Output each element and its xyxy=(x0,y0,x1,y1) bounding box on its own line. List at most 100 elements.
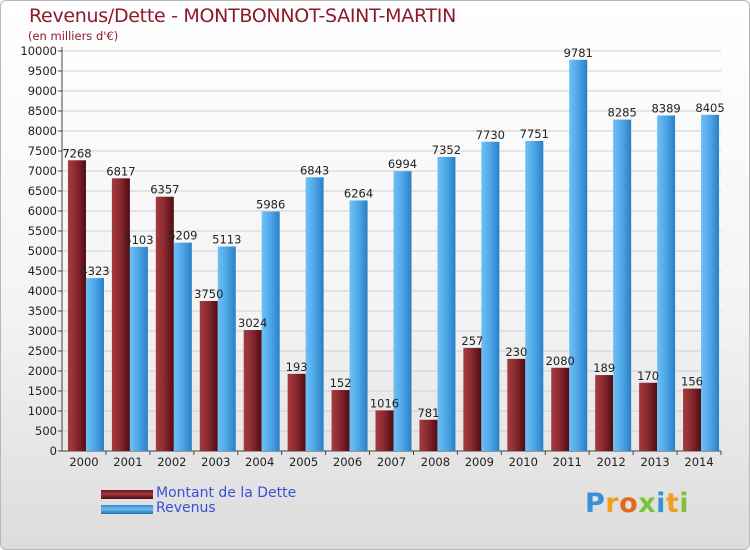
x-tick-label: 2009 xyxy=(465,455,494,469)
x-tick-label: 2002 xyxy=(157,455,186,469)
chart-title: Revenus/Dette - MONTBONNOT-SAINT-MARTIN xyxy=(29,5,456,27)
data-label-dette: 6357 xyxy=(150,183,179,197)
data-label-dette: 7268 xyxy=(62,146,91,160)
bar-dette xyxy=(551,367,570,451)
data-label-revenus: 6264 xyxy=(344,186,373,200)
bar-dette xyxy=(375,410,394,451)
bar-revenus xyxy=(657,115,676,451)
y-tick-label: 8500 xyxy=(28,104,57,118)
legend-label-revenus: Revenus xyxy=(156,500,216,516)
y-tick-label: 8000 xyxy=(28,124,57,138)
data-label-revenus: 5986 xyxy=(256,198,285,212)
x-tick-label: 2003 xyxy=(201,455,230,469)
bar-dette xyxy=(507,358,526,451)
bar-revenus xyxy=(129,246,148,451)
x-tick-label: 2011 xyxy=(553,455,582,469)
x-tick-label: 2008 xyxy=(421,455,450,469)
bar-revenus xyxy=(305,177,324,451)
bar-dette xyxy=(639,382,658,451)
data-label-revenus: 5113 xyxy=(212,232,241,246)
data-label-dette: 2080 xyxy=(546,354,575,368)
proxiti-logo: Proxiti xyxy=(585,488,689,519)
y-tick-label: 5500 xyxy=(28,224,57,238)
bar-revenus xyxy=(173,242,192,451)
x-tick-label: 2001 xyxy=(113,455,142,469)
data-label-revenus: 5103 xyxy=(124,233,153,247)
bar-dette xyxy=(243,330,262,451)
bar-revenus xyxy=(393,171,412,452)
bar-dette xyxy=(463,347,482,451)
bar-revenus xyxy=(349,200,368,451)
logo-letter: i xyxy=(679,488,690,519)
y-tick-label: 2000 xyxy=(28,364,57,378)
data-label-revenus: 9781 xyxy=(564,46,593,60)
data-label-dette: 230 xyxy=(505,345,527,359)
y-tick-label: 6500 xyxy=(28,184,57,198)
bar-dette xyxy=(287,373,306,451)
chart-subtitle: (en milliers d'€) xyxy=(28,29,119,43)
data-label-dette: 1016 xyxy=(370,396,399,410)
bar-revenus xyxy=(701,114,720,452)
bar-dette xyxy=(683,388,702,451)
data-label-revenus: 8389 xyxy=(651,101,680,115)
y-tick-label: 9000 xyxy=(28,84,57,98)
y-tick-label: 0 xyxy=(50,444,57,458)
x-tick-label: 2013 xyxy=(640,455,669,469)
y-tick-label: 4000 xyxy=(28,284,57,298)
data-label-dette: 156 xyxy=(681,375,703,389)
data-label-revenus: 8405 xyxy=(695,101,724,115)
logo-letter: x xyxy=(638,488,657,519)
bar-revenus xyxy=(217,246,236,451)
y-tick-label: 10000 xyxy=(20,44,57,58)
y-tick-label: 1000 xyxy=(28,404,57,418)
y-tick-label: 1500 xyxy=(28,384,57,398)
y-tick-label: 6000 xyxy=(28,204,57,218)
y-tick-label: 7000 xyxy=(28,164,57,178)
data-label-dette: 781 xyxy=(417,406,439,420)
data-label-revenus: 5209 xyxy=(168,229,197,243)
y-tick-label: 7500 xyxy=(28,144,57,158)
y-tick-label: 9500 xyxy=(28,64,57,78)
legend-swatch-dette xyxy=(101,490,153,499)
bar-dette xyxy=(155,196,174,451)
bar-revenus xyxy=(569,59,588,451)
logo-letter: i xyxy=(656,488,666,519)
bar-dette xyxy=(199,301,218,451)
y-tick-label: 3500 xyxy=(28,304,57,318)
y-tick-label: 500 xyxy=(35,424,57,438)
data-label-revenus: 8285 xyxy=(608,106,637,120)
data-label-revenus: 6843 xyxy=(300,163,329,177)
data-label-dette: 257 xyxy=(461,334,483,348)
data-label-revenus: 7730 xyxy=(476,128,505,142)
data-label-revenus: 7352 xyxy=(432,143,461,157)
y-tick-label: 2500 xyxy=(28,344,57,358)
bar-revenus xyxy=(613,119,632,451)
logo-letter: t xyxy=(665,488,680,519)
data-label-dette: 193 xyxy=(286,360,308,374)
bar-revenus xyxy=(437,156,456,452)
legend-swatch-revenus xyxy=(101,505,153,514)
x-tick-label: 2014 xyxy=(684,455,713,469)
bar-revenus xyxy=(261,211,280,451)
logo-letter: r xyxy=(605,488,620,519)
data-label-dette: 3024 xyxy=(238,316,267,330)
data-label-dette: 6817 xyxy=(106,164,135,178)
logo-letter: P xyxy=(585,488,606,519)
bar-revenus xyxy=(481,141,500,452)
data-label-dette: 170 xyxy=(637,369,659,383)
logo-letter: o xyxy=(619,488,639,519)
x-tick-label: 2010 xyxy=(509,455,538,469)
bar-revenus xyxy=(525,140,544,451)
bar-dette xyxy=(595,375,614,451)
x-tick-label: 2004 xyxy=(245,455,274,469)
bar-revenus xyxy=(85,278,104,451)
data-label-revenus: 6994 xyxy=(388,157,417,171)
data-label-dette: 152 xyxy=(330,376,352,390)
legend-label-dette: Montant de la Dette xyxy=(156,485,297,501)
bar-dette xyxy=(419,419,438,451)
bar-dette xyxy=(67,160,86,451)
data-label-dette: 3750 xyxy=(194,287,223,301)
data-label-revenus: 4323 xyxy=(80,264,109,278)
